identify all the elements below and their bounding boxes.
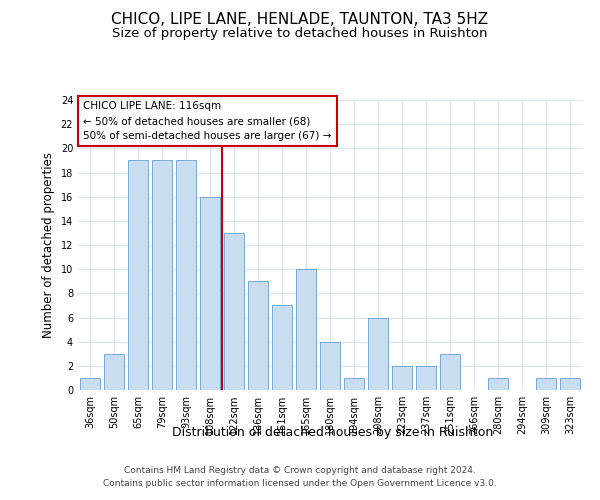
Bar bbox=[200, 196, 220, 390]
Bar bbox=[368, 318, 388, 390]
Bar bbox=[488, 378, 508, 390]
Text: Contains HM Land Registry data © Crown copyright and database right 2024.
Contai: Contains HM Land Registry data © Crown c… bbox=[103, 466, 497, 487]
Text: CHICO, LIPE LANE, HENLADE, TAUNTON, TA3 5HZ: CHICO, LIPE LANE, HENLADE, TAUNTON, TA3 … bbox=[112, 12, 488, 28]
Bar bbox=[392, 366, 412, 390]
Bar bbox=[344, 378, 364, 390]
Bar bbox=[104, 354, 124, 390]
Bar bbox=[272, 306, 292, 390]
Bar bbox=[152, 160, 172, 390]
Bar bbox=[440, 354, 460, 390]
Bar bbox=[224, 233, 244, 390]
Bar bbox=[128, 160, 148, 390]
Text: CHICO LIPE LANE: 116sqm
← 50% of detached houses are smaller (68)
50% of semi-de: CHICO LIPE LANE: 116sqm ← 50% of detache… bbox=[83, 102, 331, 141]
Bar bbox=[80, 378, 100, 390]
Bar bbox=[176, 160, 196, 390]
Text: Distribution of detached houses by size in Ruishton: Distribution of detached houses by size … bbox=[172, 426, 494, 439]
Bar bbox=[560, 378, 580, 390]
Y-axis label: Number of detached properties: Number of detached properties bbox=[42, 152, 55, 338]
Bar bbox=[536, 378, 556, 390]
Bar bbox=[248, 281, 268, 390]
Bar bbox=[320, 342, 340, 390]
Bar bbox=[416, 366, 436, 390]
Bar bbox=[296, 269, 316, 390]
Text: Size of property relative to detached houses in Ruishton: Size of property relative to detached ho… bbox=[112, 28, 488, 40]
